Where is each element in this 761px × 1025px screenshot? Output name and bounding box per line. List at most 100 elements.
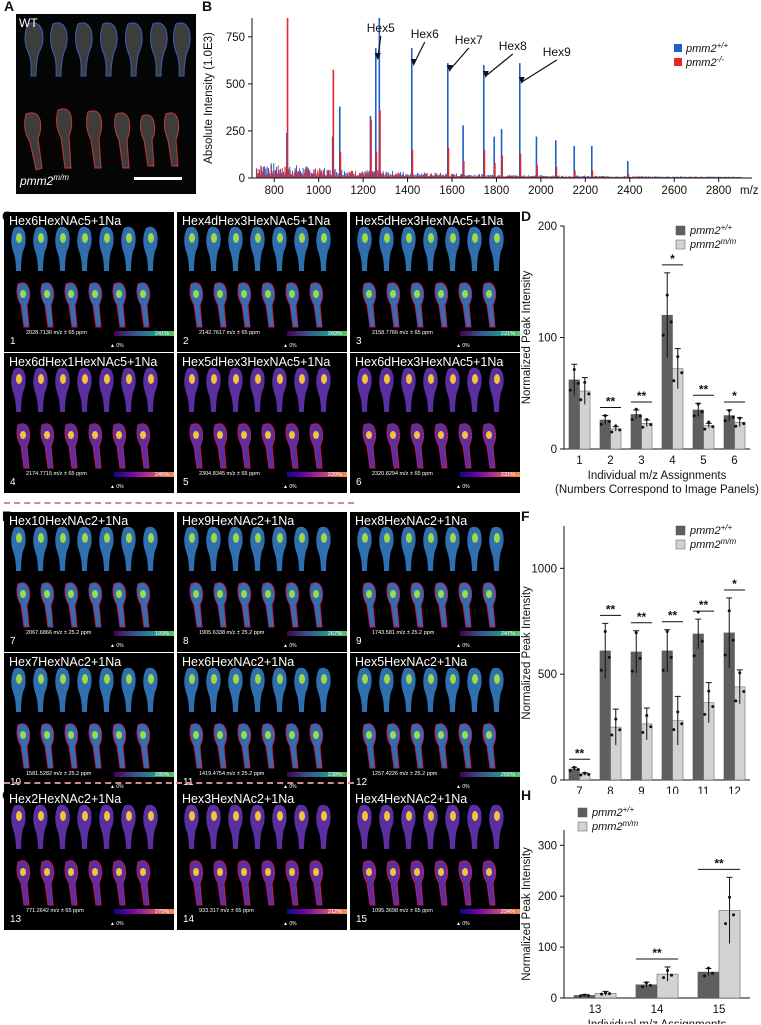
larva-mutant bbox=[40, 282, 55, 328]
colorbar bbox=[287, 331, 347, 336]
annotation-arrowhead bbox=[374, 53, 381, 60]
larva-mutant-signal bbox=[414, 290, 420, 298]
colorbar bbox=[287, 772, 347, 777]
legend-label: pmm2+/+ bbox=[689, 523, 732, 537]
image-panel-title: Hex9HexNAc2+1Na bbox=[182, 514, 295, 528]
significance-marker: ** bbox=[699, 598, 709, 612]
larva-wt bbox=[272, 667, 287, 712]
image-panel-title: Hex8HexNAc2+1Na bbox=[355, 514, 468, 528]
significance-marker: * bbox=[732, 389, 737, 403]
larvae-image bbox=[357, 667, 504, 769]
data-point bbox=[672, 728, 676, 732]
colorbar-tick-min: ▲ 0% bbox=[456, 643, 470, 649]
larva-mutant-signal bbox=[116, 868, 122, 876]
data-point bbox=[669, 320, 673, 324]
larva-wt-signal bbox=[82, 233, 88, 243]
larvae-image bbox=[184, 367, 331, 469]
image-panel-title: Hex6dHex1HexNAc5+1Na bbox=[9, 355, 158, 369]
larva-wt bbox=[423, 804, 438, 849]
significance-marker: ** bbox=[714, 856, 724, 870]
data-point bbox=[599, 668, 603, 672]
larva-mutant bbox=[309, 582, 324, 628]
larva-wt-signal bbox=[277, 233, 283, 243]
larva-wt bbox=[143, 367, 158, 412]
larva-mutant-signal bbox=[438, 431, 444, 439]
annotation-arrowhead bbox=[410, 59, 417, 66]
y-axis-label: Normalized Peak Intensity bbox=[521, 847, 533, 981]
data-point bbox=[703, 427, 707, 431]
larva-mutant bbox=[189, 723, 204, 769]
larva-mutant-signal bbox=[116, 731, 122, 739]
colorbar-max-percent: 220% bbox=[327, 472, 342, 478]
larva-mutant bbox=[482, 860, 497, 906]
larva-wt-signal bbox=[38, 533, 44, 543]
larva-mutant-signal bbox=[44, 868, 50, 876]
larva-mutant-signal bbox=[390, 868, 396, 876]
larva-mutant bbox=[261, 860, 276, 906]
significance-marker: ** bbox=[606, 602, 616, 616]
larva-wt-signal bbox=[104, 533, 110, 543]
legend-label: pmm2m/m bbox=[689, 237, 736, 251]
larva-wt-signal bbox=[428, 674, 434, 684]
image-panel-title: Hex6HexNAc5+1Na bbox=[9, 214, 122, 228]
data-point bbox=[587, 772, 591, 776]
spectrum-x-tick-label: 2000 bbox=[528, 185, 554, 197]
colorbar-tick-min: ▲ 0% bbox=[110, 643, 124, 649]
data-point bbox=[641, 425, 645, 429]
image-panel-6: Hex6dHex3HexNAc5+1Na 6 2320.8294 m/z ± 65 … bbox=[350, 353, 520, 493]
wt-label: WT bbox=[19, 16, 38, 30]
larva-wt-signal bbox=[189, 533, 195, 543]
significance-marker: ** bbox=[699, 382, 709, 396]
spectrum-annotation: Hex8 bbox=[499, 39, 527, 53]
y-tick-label: 0 bbox=[551, 993, 557, 1005]
colorbar-max-percent: 231% bbox=[500, 472, 515, 478]
image-panel-title: Hex5HexNAc2+1Na bbox=[355, 655, 468, 669]
larva-mutant-signal bbox=[462, 290, 468, 298]
larva-mutant-signal bbox=[20, 731, 26, 739]
larva-wt bbox=[99, 667, 114, 712]
image-panel-15: Hex4HexNAc2+1Na 15 1095.3698 m/z ± 65 ppm 2… bbox=[350, 790, 520, 930]
larva-wt-signal bbox=[494, 811, 500, 821]
separator-e-g bbox=[4, 782, 354, 784]
y-tick-label: 200 bbox=[538, 221, 557, 233]
larva-mutant bbox=[237, 282, 252, 328]
larva-wt bbox=[99, 226, 114, 271]
data-point bbox=[607, 655, 611, 659]
y-tick-label: 500 bbox=[538, 669, 557, 681]
larva-wt-signal bbox=[384, 374, 390, 384]
larva-wt-signal bbox=[148, 811, 154, 821]
larva-wt bbox=[55, 804, 70, 849]
larva-wt bbox=[272, 226, 287, 271]
image-panel-12: Hex5HexNAc2+1Na 12 1257.4226 m/z ± 25.2 pp… bbox=[350, 653, 520, 793]
larva-mutant-signal bbox=[241, 290, 247, 298]
larva-wt bbox=[250, 526, 265, 571]
x-tick-label: 7 bbox=[576, 786, 582, 794]
larva-wt-signal bbox=[428, 233, 434, 243]
larva-wt bbox=[316, 226, 331, 271]
larva-mutant-signal bbox=[265, 290, 271, 298]
larva-wt bbox=[294, 526, 309, 571]
spectrum-annotation: Hex7 bbox=[455, 33, 483, 47]
image-panel-title: Hex4dHex3HexNAc5+1Na bbox=[182, 214, 331, 228]
larva-mutant-signal bbox=[265, 590, 271, 598]
larva-wt-signal bbox=[384, 233, 390, 243]
larva-mutant bbox=[285, 582, 300, 628]
image-panel-number: 2 bbox=[183, 336, 189, 347]
spectrum-annotation: Hex6 bbox=[411, 27, 439, 41]
y-axis-label: Normalized Peak Intensity bbox=[521, 586, 533, 720]
larva-mutant-signal bbox=[414, 868, 420, 876]
larva-mutant bbox=[213, 423, 228, 469]
larva-mutant-signal bbox=[313, 431, 319, 439]
larva-wt-signal bbox=[428, 533, 434, 543]
larva-wt-signal bbox=[38, 233, 44, 243]
larva-mutant bbox=[189, 860, 204, 906]
larva-wt bbox=[99, 526, 114, 571]
larva-wt bbox=[143, 804, 158, 849]
larva-wt bbox=[33, 667, 48, 712]
larva-mutant-signal bbox=[116, 290, 122, 298]
larva-wt-signal bbox=[299, 674, 305, 684]
larva-wt bbox=[316, 526, 331, 571]
larva-wt bbox=[489, 526, 504, 571]
image-panel-mz: 2304.8345 m/z ± 65 ppm bbox=[199, 471, 260, 477]
larva-mutant-signal bbox=[313, 731, 319, 739]
